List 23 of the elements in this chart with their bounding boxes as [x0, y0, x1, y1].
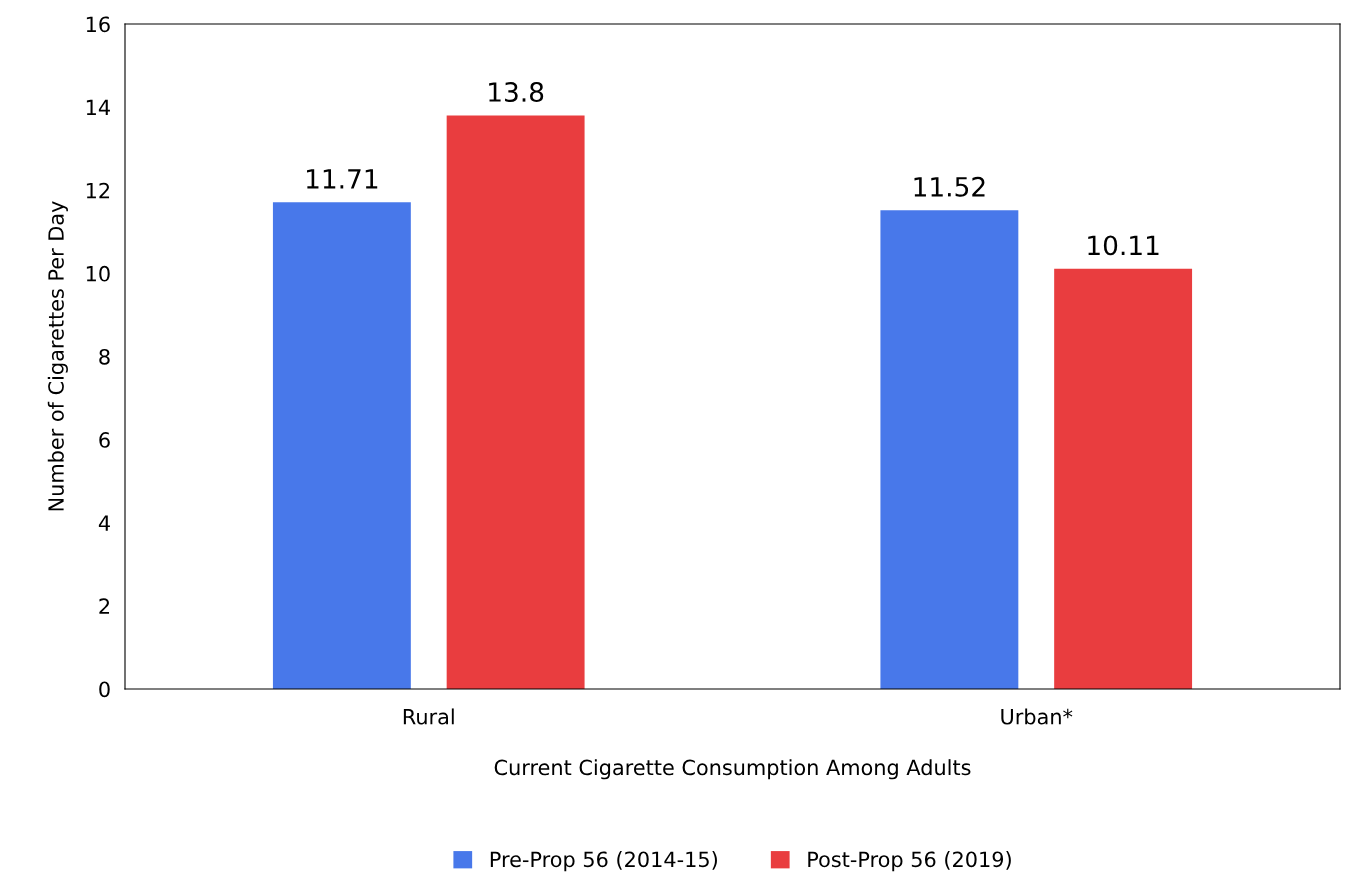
data-label: 11.52 [914, 176, 985, 197]
y-tick-label: 4 [98, 515, 110, 531]
y-tick-label: 6 [99, 432, 110, 448]
x-axis-title: Current Cigarette Consumption Among Adults [494, 759, 971, 780]
data-label: 10.11 [1088, 235, 1159, 256]
legend-label: Post-Prop 56 (2019) [808, 851, 1011, 872]
y-tick-label: 12 [86, 182, 110, 199]
y-tick-label: 0 [99, 681, 110, 698]
x-tick-label: Rural [403, 708, 454, 725]
legend-label: Pre-Prop 56 (2014-15) [490, 851, 717, 872]
y-tick-label: 2 [99, 598, 110, 614]
y-tick-label: 8 [99, 348, 110, 365]
y-tick-label: 16 [86, 16, 110, 33]
data-label: 11.71 [307, 169, 378, 189]
bar [1054, 268, 1193, 689]
x-tick-label: Urban* [1001, 708, 1073, 725]
y-axis-title: Number of Cigarettes Per Day [47, 201, 68, 511]
bar [446, 115, 585, 689]
y-tick-label: 14 [86, 99, 110, 116]
y-tick-label: 10 [86, 265, 110, 282]
bar [272, 202, 411, 689]
bar [880, 210, 1019, 689]
data-label: 13.8 [489, 82, 544, 102]
